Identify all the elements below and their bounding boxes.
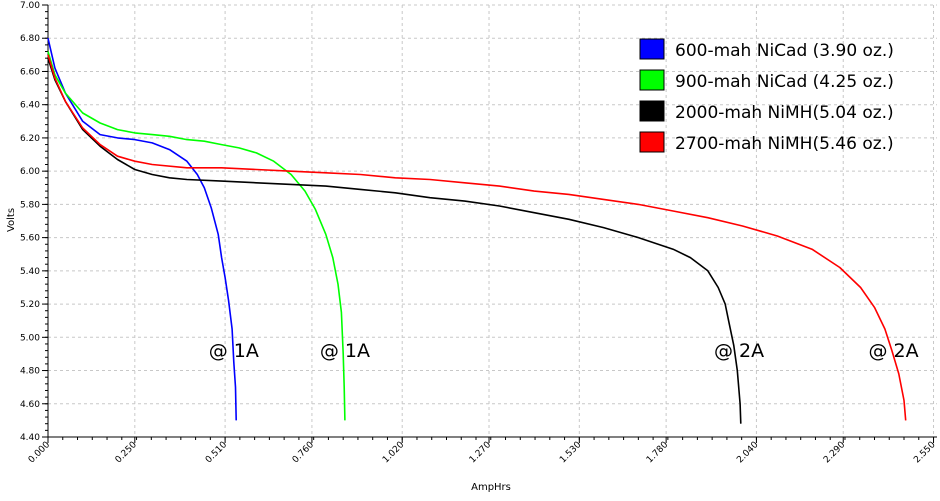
series-line-3 [47,57,742,424]
legend-label-2: 900-mah NiCad (4.25 oz.) [675,72,894,92]
series-line-4 [47,54,907,421]
annotations: @ 1A @ 1A @ 2A @ 2A [209,340,919,362]
y-tick-label: 4.80 [20,367,40,377]
y-tick-label: 6.00 [20,167,40,177]
y-tick-label: 6.60 [20,67,40,77]
y-tick-label: 5.00 [20,333,40,343]
y-tick-label: 4.40 [20,433,40,443]
legend-label-4: 2700-mah NiMH(5.46 oz.) [675,134,894,154]
legend-swatch-2 [639,69,665,91]
y-tick-label: 5.80 [20,200,40,210]
series-line-2 [47,51,346,421]
annotation-label: @ 2A [714,340,764,362]
grid-lines [48,4,937,437]
y-tick-label: 6.20 [20,134,40,144]
y-tick-label: 5.20 [20,300,40,310]
data-series [47,38,907,424]
series-line-1 [47,38,237,421]
legend-swatch-3 [639,100,665,122]
y-tick-label: 6.80 [20,34,40,44]
annotation-label: @ 1A [320,340,370,362]
y-tick-label: 5.60 [20,234,40,244]
legend: 600-mah NiCad (3.90 oz.) 900-mah NiCad (4… [639,38,894,154]
legend-label-3: 2000-mah NiMH(5.04 oz.) [675,103,894,123]
y-tick-label: 4.60 [20,400,40,410]
y-axis-label: Volts [6,208,17,232]
y-tick-label: 6.40 [20,101,40,111]
y-tick-label: 5.40 [20,267,40,277]
x-axis-label: AmpHrs [471,482,511,493]
annotation-label: @ 1A [209,340,259,362]
legend-swatch-1 [639,38,665,60]
y-tick-label: 7.00 [20,1,40,11]
legend-label-1: 600-mah NiCad (3.90 oz.) [675,41,894,61]
annotation-label: @ 2A [869,340,919,362]
legend-swatch-4 [639,131,665,153]
